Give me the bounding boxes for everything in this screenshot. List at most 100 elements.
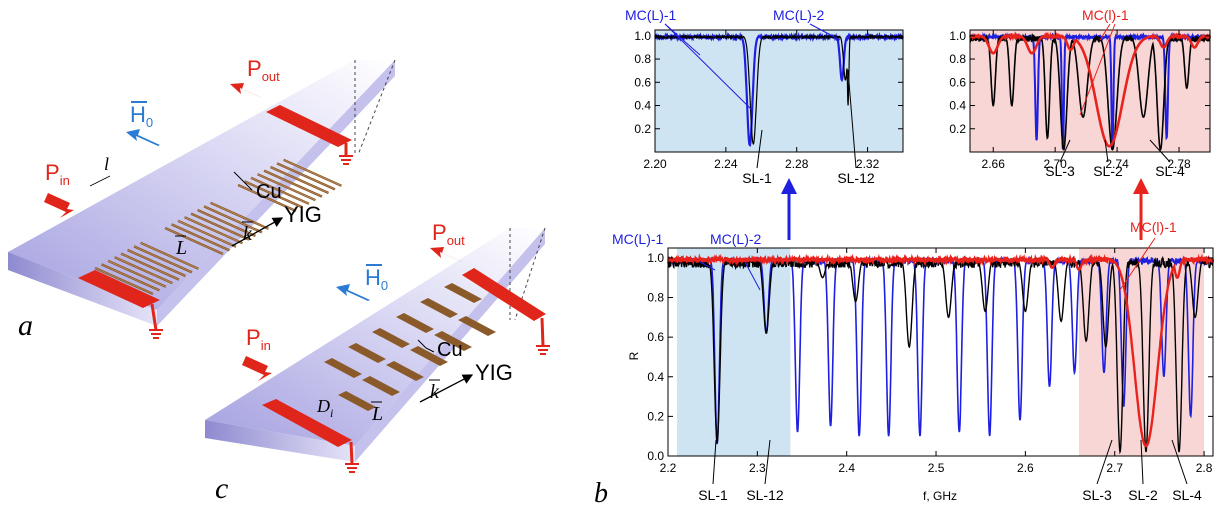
cu-label: Cu: [256, 181, 282, 203]
copper-block: [396, 313, 434, 333]
yig-label: YIG: [284, 202, 322, 227]
copper-stripe-highlight: [101, 264, 160, 291]
x-tick-label: 2.2: [660, 461, 677, 475]
output-arrow: [230, 83, 262, 98]
panel-label-b: b: [594, 478, 608, 508]
annotation-leader: [1171, 439, 1188, 485]
series-line-red: [968, 31, 1211, 148]
annotation-leader: [1099, 23, 1111, 41]
y-tick-label: 0.4: [647, 370, 664, 384]
y-tick-label: 0.0: [647, 449, 664, 463]
copper-stripe-highlight: [184, 216, 243, 244]
copper-stripe-highlight: [270, 166, 329, 194]
ground-symbol: [149, 329, 163, 339]
substrate-side: [157, 60, 395, 326]
x-tick-label: 2.4: [838, 461, 855, 475]
plot-frame: [969, 29, 1211, 153]
copper-stripe-highlight: [107, 260, 167, 288]
series-line-red: [667, 253, 1215, 448]
svg-text:H0: H0: [365, 265, 388, 293]
input-arrow: [242, 356, 272, 381]
cu-label: Cu: [437, 339, 463, 361]
plot-background: [970, 30, 1210, 152]
mode-label: SL-2: [1093, 163, 1123, 179]
input-arrow: [44, 193, 74, 218]
copper-stripe-highlight: [197, 209, 256, 237]
output-arrow: [430, 247, 462, 262]
mode-label: SL-3: [1045, 163, 1075, 179]
mode-label: SL-2: [1128, 487, 1158, 503]
copper-stripe-highlight: [263, 170, 323, 197]
y-tick-label: 0.6: [949, 75, 966, 89]
copper-stripe-highlight: [250, 177, 310, 205]
annotation-leader: [1119, 237, 1156, 291]
series-annotation: MC(L)-2: [773, 7, 825, 23]
copper-block: [362, 376, 400, 396]
annotation-leader: [664, 23, 753, 111]
x-tick-label: 2.70: [1043, 157, 1067, 171]
plot-frame: [654, 29, 904, 153]
annotation-leader: [1149, 139, 1171, 163]
y-tick-label: 0.6: [647, 330, 664, 344]
svg-text:k: k: [430, 381, 440, 403]
zoom-arrow-blue: [781, 178, 797, 240]
y-axis-label: R: [627, 351, 641, 360]
x-tick-label: 2.6: [1017, 461, 1034, 475]
x-tick-label: 2.32: [856, 157, 880, 171]
annotation-leader: [744, 261, 761, 291]
series-annotation: MC(L)-1: [625, 7, 677, 23]
output-port: [266, 105, 352, 147]
panel-label-a: a: [18, 309, 33, 342]
x-tick-label: 2.24: [714, 157, 738, 171]
field-arrow-icon: [126, 129, 160, 146]
svg-text:L: L: [371, 403, 383, 425]
copper-stripe-highlight: [133, 246, 193, 273]
x-tick-label: 2.78: [1167, 157, 1191, 171]
substrate-front: [205, 420, 355, 462]
y-tick-label: 1.0: [647, 251, 664, 265]
panel-label-c: c: [215, 472, 228, 505]
y-tick-label: 1.0: [949, 29, 966, 43]
y-tick-label: 0.4: [949, 99, 966, 113]
annotation-leader: [712, 439, 717, 485]
substrate-front: [8, 252, 157, 326]
copper-stripe-highlight: [140, 242, 199, 270]
copper-stripe-highlight: [257, 173, 316, 201]
ground-symbol: [339, 155, 353, 165]
annotation-leader: [1096, 439, 1113, 485]
mode-label: SL-4: [1155, 163, 1185, 179]
series-annotation: MC(L)-1: [612, 231, 664, 247]
device-c: Pin Pout H0 Cu YIG k L Di c: [205, 220, 550, 505]
x-axis-label: f, GHz: [923, 489, 957, 503]
input-port: [78, 270, 160, 308]
copper-block: [410, 346, 448, 366]
x-tick-label: 2.5: [928, 461, 945, 475]
y-tick-label: 1.0: [634, 29, 651, 43]
copper-stripes: [94, 158, 342, 296]
svg-text:H0: H0: [130, 102, 153, 130]
x-tick-label: 2.66: [982, 157, 1006, 171]
device-a: Pin Pout H0 Cu YIG k L l a: [8, 56, 396, 342]
highlight-band: [676, 248, 791, 456]
series-annotation: MC(l)-1: [1130, 219, 1177, 235]
main-chart: 2.2 2.3 2.4 2.5 2.6 2.7 2.8 0.0 0.2 0.4 0.6 0.8 1.0 R…: [612, 219, 1215, 503]
output-port: [462, 268, 546, 321]
copper-block: [434, 331, 472, 351]
x-tick-label: 2.8: [1196, 461, 1213, 475]
annotation-leader: [756, 129, 763, 169]
copper-stripe-highlight: [210, 202, 269, 230]
copper-stripe-highlight: [94, 267, 154, 295]
copper-block: [386, 361, 424, 381]
field-arrow-icon: [336, 284, 370, 301]
annotation-leader: [809, 23, 841, 41]
x-tick-label: 2.7: [1106, 461, 1123, 475]
copper-stripe-highlight: [190, 213, 250, 240]
copper-stripe-highlight: [114, 256, 173, 284]
mode-label: SL-1: [698, 487, 728, 503]
svg-text:Pout: Pout: [432, 220, 465, 248]
copper-block: [458, 316, 496, 336]
svg-text:Di: Di: [316, 396, 333, 420]
svg-text:k: k: [243, 223, 253, 245]
x-tick-label: 2.74: [1105, 157, 1129, 171]
